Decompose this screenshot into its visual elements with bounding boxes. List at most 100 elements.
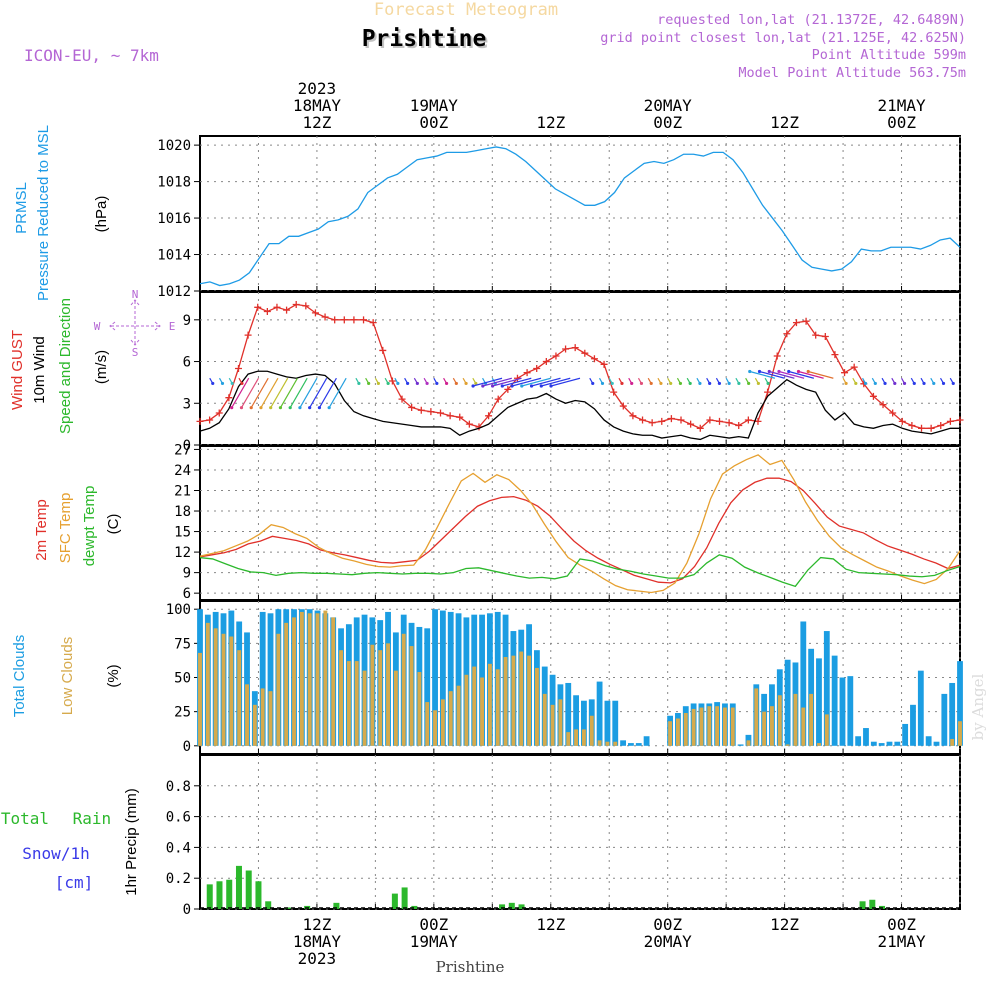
y-tick-label: 21 <box>174 483 191 499</box>
wind-arrowhead <box>893 381 897 386</box>
wind-arrowhead <box>659 381 663 386</box>
watermark: by Angel <box>969 673 987 740</box>
gust-marker <box>379 346 387 354</box>
gust-marker <box>648 419 656 427</box>
gust-marker <box>956 416 964 424</box>
bar-total-clouds <box>902 723 909 746</box>
wind-arrow-icon <box>769 370 795 379</box>
clouds-unit: (%) <box>105 664 122 687</box>
y-tick-label: 100 <box>166 602 191 618</box>
compass-cross-icon <box>109 299 161 346</box>
bar-total-clouds <box>910 704 916 746</box>
gust-marker <box>764 388 772 396</box>
bar-low-clouds <box>425 702 430 746</box>
bar-low-clouds <box>558 699 563 746</box>
bar-low-clouds <box>723 707 727 746</box>
bar-low-clouds <box>268 691 273 746</box>
gust-marker <box>225 394 233 402</box>
y-tick-label: 1012 <box>157 284 191 300</box>
wind-arrowhead <box>308 406 312 410</box>
bar-total-clouds <box>573 695 579 746</box>
gust-marker <box>331 316 339 324</box>
bar-total-clouds <box>784 659 791 746</box>
bar-low-clouds <box>770 706 774 746</box>
bar-total-rain <box>206 884 213 909</box>
gust-marker <box>542 358 550 366</box>
bar-total-clouds <box>839 677 846 746</box>
wind-arrowhead <box>500 384 504 388</box>
total-clouds-label: Total Clouds <box>11 635 28 718</box>
snow-unit: [cm] <box>55 873 94 892</box>
bar-low-clouds <box>809 693 814 746</box>
gust-marker <box>735 422 743 430</box>
gust-marker <box>523 369 531 377</box>
bar-low-clouds <box>519 651 524 746</box>
bar-total-rain <box>245 870 252 909</box>
bar-total-clouds <box>432 609 438 746</box>
gust-marker <box>408 403 416 411</box>
bar-low-clouds <box>370 644 375 746</box>
wind-arrowhead <box>481 384 485 388</box>
gust-marker <box>841 369 849 377</box>
wind-arrowhead <box>873 381 877 386</box>
y-tick-label: 12 <box>174 545 191 561</box>
wind-arrowhead <box>298 406 302 410</box>
wind-arrowhead <box>912 381 916 386</box>
wind-arrowhead <box>474 381 478 386</box>
gust-marker <box>821 333 829 341</box>
gust-marker <box>206 416 214 424</box>
bar-total-clouds <box>886 741 893 746</box>
gust-marker <box>533 365 541 372</box>
wind-arrow-icon <box>299 377 318 408</box>
bar-low-clouds <box>245 684 249 746</box>
wind-arrowhead <box>269 406 273 410</box>
pressure-unit: (hPa) <box>93 196 110 233</box>
bar-low-clouds <box>527 655 532 746</box>
wind-arrowhead <box>288 406 292 410</box>
bar-low-clouds <box>378 650 383 746</box>
gust-marker <box>321 313 329 321</box>
y-tick-label: 9 <box>183 313 191 329</box>
bottom-time-label: 12Z <box>770 915 799 934</box>
temp-2m-label: 2m Temp <box>33 499 50 560</box>
gust-marker <box>215 409 223 417</box>
bar-total-clouds <box>620 740 627 746</box>
bar-low-clouds <box>691 708 696 746</box>
wind-arrowhead <box>902 381 907 386</box>
requested-coords: requested lon,lat (21.1372E, 42.6489N) <box>657 12 966 28</box>
bar-total-rain <box>235 865 242 909</box>
bar-low-clouds <box>817 743 821 746</box>
bottom-time-label: 21MAY <box>877 932 926 951</box>
bar-total-clouds <box>925 736 932 746</box>
title-faded: Forecast Meteogram <box>374 0 558 20</box>
wind-arrowhead <box>211 381 215 386</box>
bar-low-clouds <box>605 741 610 746</box>
wind-arrowhead <box>678 381 683 386</box>
gust-marker <box>417 406 425 414</box>
wind-arrow-icon <box>260 377 279 408</box>
bar-total-clouds <box>439 610 446 746</box>
top-time-label: 18MAY <box>293 96 342 115</box>
bar-low-clouds <box>950 738 955 746</box>
gust-marker <box>677 416 685 424</box>
y-tick-label: 6 <box>183 586 191 602</box>
wind-arrowhead <box>357 381 361 386</box>
precip-panel: 0 0.2 0.4 0.6 0.8 <box>166 754 961 918</box>
gust-marker <box>292 301 300 309</box>
wind-arrowhead <box>406 381 410 386</box>
top-time-label: 12Z <box>536 113 565 132</box>
gust-marker <box>879 401 887 409</box>
bar-low-clouds <box>487 663 492 746</box>
wind-arrowhead <box>787 369 791 374</box>
bar-low-clouds <box>542 693 547 746</box>
wind-arrow-icon <box>270 377 289 408</box>
bar-total-clouds <box>455 613 462 746</box>
wind-arrowhead <box>766 381 770 386</box>
model-altitude: Model Point Altitude 563.75m <box>738 65 966 81</box>
compass-icon: N S W E <box>94 288 176 359</box>
temp-labels: 2m Temp SFC Temp dewpt Temp (C) <box>33 486 122 567</box>
gust-marker <box>562 345 570 353</box>
clouds-panel: 0 25 50 75 100 <box>166 600 963 755</box>
wind-arrowhead <box>630 381 634 386</box>
